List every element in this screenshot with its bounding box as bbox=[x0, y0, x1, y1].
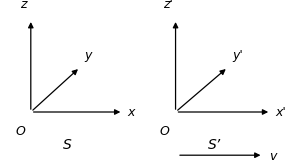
Text: S: S bbox=[63, 138, 72, 152]
Text: O: O bbox=[160, 125, 170, 138]
Text: v: v bbox=[270, 149, 277, 160]
Text: x: x bbox=[128, 106, 135, 119]
Text: z': z' bbox=[163, 0, 173, 11]
Text: S’: S’ bbox=[208, 138, 221, 152]
Text: z: z bbox=[20, 0, 26, 11]
Text: y: y bbox=[85, 49, 92, 62]
Text: x': x' bbox=[276, 106, 286, 119]
Text: y': y' bbox=[233, 49, 243, 62]
Text: O: O bbox=[15, 125, 25, 138]
